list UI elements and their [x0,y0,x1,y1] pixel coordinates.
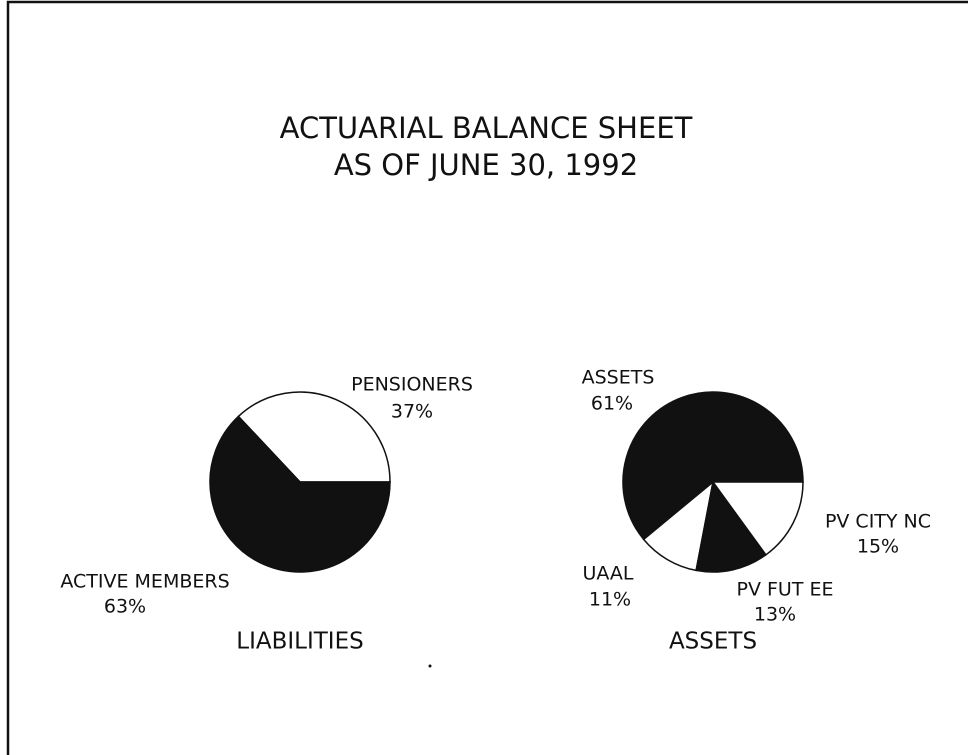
pie-title: ASSETS [669,629,757,655]
slice-value: 63% [104,596,146,618]
slice-value: 11% [589,589,631,611]
slice-label: PENSIONERS [351,374,473,396]
slice-value: 15% [857,536,899,558]
slice-label: PV CITY NC [825,511,931,533]
slice-value: 13% [754,604,796,626]
pie-title: LIABILITIES [236,629,363,655]
pie-slice [711,481,804,556]
title-line: AS OF JUNE 30, 1992 [334,148,638,182]
pie-slice [622,391,804,541]
title-line: ACTUARIAL BALANCE SHEET [280,111,693,145]
slice-label: UAAL [582,563,633,585]
slice-label: ASSETS [582,367,655,389]
pie-slice [695,480,767,573]
slice-value: 37% [391,401,433,423]
pie-slice [237,391,391,483]
slice-value: 61% [591,393,633,415]
slice-label: PV FUT EE [737,579,834,601]
slice-label: ACTIVE MEMBERS [60,571,229,593]
speck [428,664,432,668]
frame [6,0,968,755]
pie-slice [209,415,391,573]
